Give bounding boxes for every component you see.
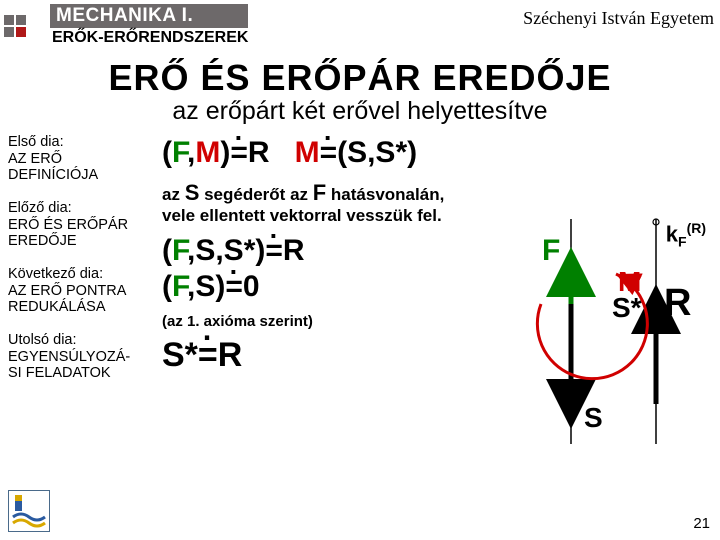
diagram-label-R: R xyxy=(664,282,691,325)
course-title: MECHANIKA I. xyxy=(50,4,248,28)
slide-subtitle: az erőpárt két erővel helyettesítve xyxy=(0,97,720,126)
slide-body: (F,M)=R M=(S,S*) az S segéderőt az F hat… xyxy=(152,134,720,398)
nav-label: SI FELADATOK xyxy=(8,365,152,382)
title-wrap: MECHANIKA I. ERŐK-ERŐRENDSZEREK xyxy=(50,4,248,47)
nav-label: ERŐ ÉS ERŐPÁR xyxy=(8,217,152,234)
force-diagram: F M S* R S xyxy=(506,234,706,444)
t: az xyxy=(162,185,185,204)
t: ( xyxy=(162,136,172,169)
t: ,S) xyxy=(187,270,225,303)
sym-R: R xyxy=(248,136,270,169)
t: segéderőt az xyxy=(199,185,312,204)
sym-M: M xyxy=(195,136,220,169)
doteq-icon: = xyxy=(198,336,218,375)
explanation: az S segéderőt az F hatásvonalán, vele e… xyxy=(162,180,720,227)
t: vele ellentett vektorral vesszük fel. xyxy=(162,206,442,225)
header: MECHANIKA I. ERŐK-ERŐRENDSZEREK Szécheny… xyxy=(0,0,720,47)
header-left: MECHANIKA I. ERŐK-ERŐRENDSZEREK xyxy=(4,4,248,47)
sym-F: F xyxy=(172,136,187,169)
t: ,S,S*) xyxy=(187,234,265,267)
course-subtitle: ERŐK-ERŐRENDSZEREK xyxy=(50,29,248,47)
t: ) xyxy=(220,136,230,169)
sym-R: R xyxy=(283,234,305,267)
nav-label: Utolsó dia: xyxy=(8,332,152,349)
doteq-icon: = xyxy=(225,269,243,305)
footer-logo xyxy=(8,490,50,532)
sidebar: Első dia: AZ ERŐ DEFINÍCIÓJA Előző dia: … xyxy=(0,134,152,398)
nav-label: EREDŐJE xyxy=(8,233,152,250)
nav-label: DEFINÍCIÓJA xyxy=(8,167,152,184)
nav-label: Következő dia: xyxy=(8,266,152,283)
equation-1: (F,M)=R M=(S,S*) xyxy=(162,136,720,170)
content: Első dia: AZ ERŐ DEFINÍCIÓJA Előző dia: … xyxy=(0,134,720,398)
sym-Sstar: S* xyxy=(162,336,198,374)
nav-label: REDUKÁLÁSA xyxy=(8,299,152,316)
doteq-icon: = xyxy=(230,136,248,170)
doteq-icon: = xyxy=(320,136,338,170)
nav-next[interactable]: Következő dia: AZ ERŐ PONTRA REDUKÁLÁSA xyxy=(8,266,152,316)
sym-S: S xyxy=(185,180,200,205)
nav-label: EGYENSÚLYOZÁ- xyxy=(8,349,152,366)
sym-F: F xyxy=(313,180,326,205)
t: hatásvonalán, xyxy=(326,185,444,204)
diagram-label-S: S xyxy=(584,402,603,434)
sym-F: F xyxy=(172,234,187,267)
nav-label: AZ ERŐ PONTRA xyxy=(8,283,152,300)
t: ( xyxy=(162,234,172,267)
sym-SS: (S,S*) xyxy=(337,136,417,169)
sym-F: F xyxy=(172,270,187,303)
nav-last[interactable]: Utolsó dia: EGYENSÚLYOZÁ- SI FELADATOK xyxy=(8,332,152,382)
diagram-label-F: F xyxy=(542,234,560,268)
nav-label: Első dia: xyxy=(8,134,152,151)
nav-label: AZ ERŐ xyxy=(8,151,152,168)
sym-R: R xyxy=(218,336,243,374)
slide-title: ERŐ ÉS ERŐPÁR EREDŐJE xyxy=(0,57,720,99)
header-logo xyxy=(4,15,44,37)
nav-first[interactable]: Első dia: AZ ERŐ DEFINÍCIÓJA xyxy=(8,134,152,184)
sym-0: 0 xyxy=(243,270,260,303)
diagram-label-Sstar: S* xyxy=(612,292,642,324)
nav-label: Előző dia: xyxy=(8,200,152,217)
sym-M: M xyxy=(295,136,320,169)
page-number: 21 xyxy=(693,515,710,532)
university-name: Széchenyi István Egyetem xyxy=(523,4,716,29)
doteq-icon: = xyxy=(265,233,283,269)
t: ( xyxy=(162,270,172,303)
nav-prev[interactable]: Előző dia: ERŐ ÉS ERŐPÁR EREDŐJE xyxy=(8,200,152,250)
